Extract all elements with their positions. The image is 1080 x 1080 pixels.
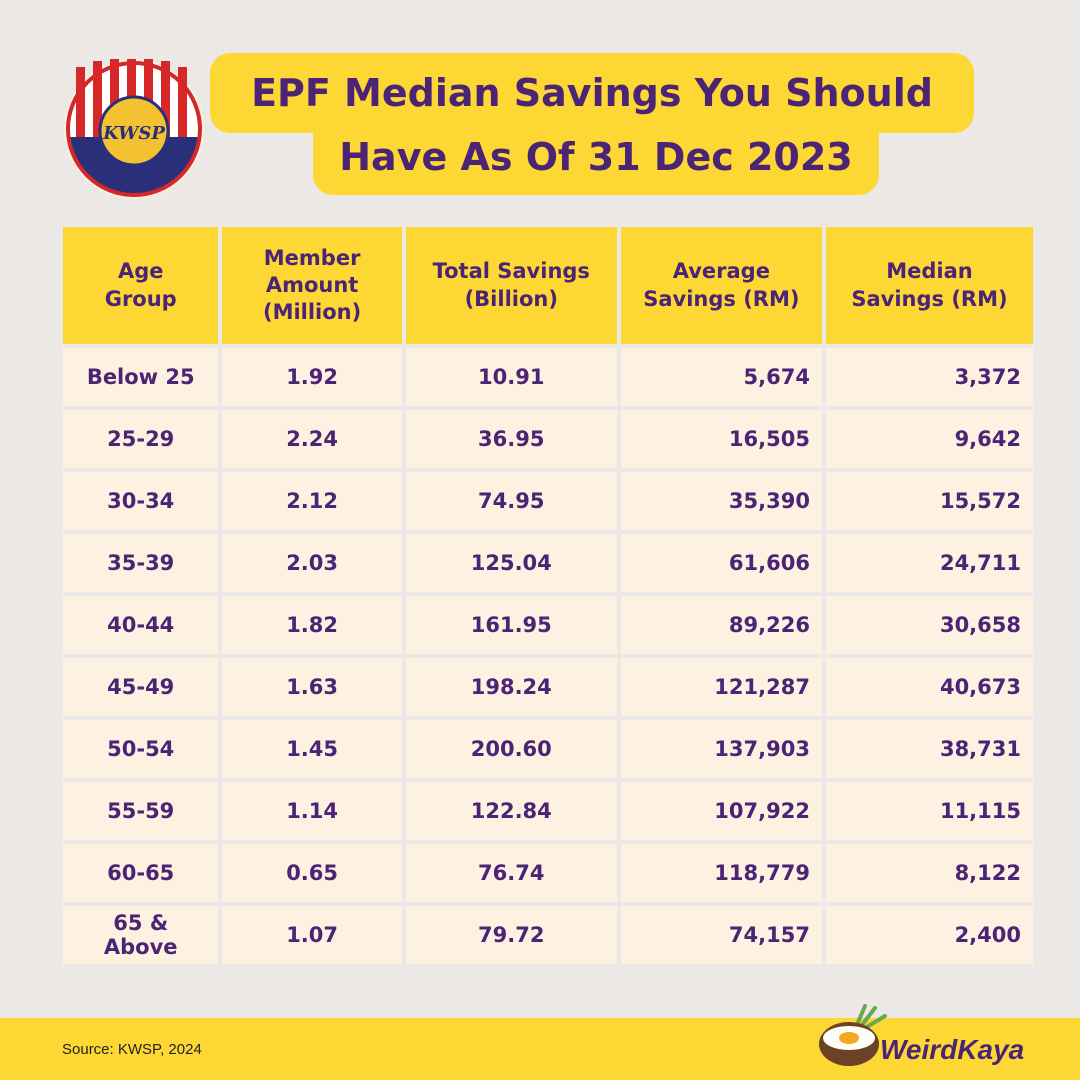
column-header-line: Group <box>104 286 177 311</box>
table-cell: 200.60 <box>405 720 617 778</box>
column-header-line: Savings (RM) <box>643 286 800 311</box>
page-title-line1: EPF Median Savings You Should <box>251 71 933 115</box>
table-cell: 79.72 <box>405 906 617 964</box>
column-header: Age Group <box>63 227 219 344</box>
table-cell: 89,226 <box>620 596 822 654</box>
table-cell: 1.82 <box>222 596 402 654</box>
column-header: Member Amount (Million) <box>222 227 402 344</box>
table-cell: 25-29 <box>63 410 219 468</box>
table-row: 55-59 1.14 122.84 107,922 11,115 <box>63 782 1033 840</box>
table-cell: 40,673 <box>825 658 1033 716</box>
table-cell: 1.14 <box>222 782 402 840</box>
column-header: Total Savings (Billion) <box>405 227 617 344</box>
column-header-line: (Billion) <box>464 286 558 311</box>
page-title-line2: Have As Of 31 Dec 2023 <box>339 134 853 179</box>
table-cell: 122.84 <box>405 782 617 840</box>
table-cell: 1.63 <box>222 658 402 716</box>
table-cell: 30-34 <box>63 472 219 530</box>
table-cell: 35,390 <box>620 472 822 530</box>
table-header-row: Age Group Member Amount (Million) Total Savin… <box>63 227 1033 344</box>
column-header-line: Median <box>886 259 973 284</box>
table-cell: 11,115 <box>825 782 1033 840</box>
table-cell: 60-65 <box>63 844 219 902</box>
table-cell: 137,903 <box>620 720 822 778</box>
table-row: 25-29 2.24 36.95 16,505 9,642 <box>63 410 1033 468</box>
table-cell: 35-39 <box>63 534 219 592</box>
table-cell: 10.91 <box>405 348 617 406</box>
table-row: 35-39 2.03 125.04 61,606 24,711 <box>63 534 1033 592</box>
table-cell: 2,400 <box>825 906 1033 964</box>
table-cell: 125.04 <box>405 534 617 592</box>
table-cell: 74,157 <box>620 906 822 964</box>
table-cell: 38,731 <box>825 720 1033 778</box>
table-row: 65 & Above 1.07 79.72 74,157 2,400 <box>63 906 1033 964</box>
column-header-line: Member <box>263 245 361 270</box>
table-body: Below 25 1.92 10.91 5,674 3,372 25-29 2.24 36.9… <box>63 348 1033 964</box>
logo-text: KWSP <box>102 123 165 144</box>
table-cell: 30,658 <box>825 596 1033 654</box>
table-cell: 55-59 <box>63 782 219 840</box>
source-note: Source: KWSP, 2024 <box>62 1041 202 1058</box>
table-cell: Below 25 <box>63 348 219 406</box>
table-cell: 1.45 <box>222 720 402 778</box>
table-cell: 2.12 <box>222 472 402 530</box>
table-cell: 45-49 <box>63 658 219 716</box>
table-cell: 65 & Above <box>63 906 219 964</box>
brand-logo: WeirdKaya <box>880 1034 1025 1065</box>
kwsp-logo: KWSP <box>64 59 204 199</box>
column-header: Median Savings (RM) <box>825 227 1033 344</box>
table-cell: 15,572 <box>825 472 1033 530</box>
table-cell: 107,922 <box>620 782 822 840</box>
table-cell: 40-44 <box>63 596 219 654</box>
table-cell: 1.07 <box>222 906 402 964</box>
table-cell: 50-54 <box>63 720 219 778</box>
table-cell: 0.65 <box>222 844 402 902</box>
table-cell: 3,372 <box>825 348 1033 406</box>
column-header-line: Age <box>117 259 164 284</box>
column-header-line: Amount <box>265 272 359 297</box>
column-header-line: Total Savings <box>432 259 590 284</box>
table-cell: 61,606 <box>620 534 822 592</box>
table-row: 30-34 2.12 74.95 35,390 15,572 <box>63 472 1033 530</box>
table-cell: 198.24 <box>405 658 617 716</box>
table-cell: 5,674 <box>620 348 822 406</box>
coconut-icon <box>819 1004 887 1066</box>
table-cell: 36.95 <box>405 410 617 468</box>
table-cell: 121,287 <box>620 658 822 716</box>
table-cell: 2.24 <box>222 410 402 468</box>
column-header: Average Savings (RM) <box>620 227 822 344</box>
table-cell: 24,711 <box>825 534 1033 592</box>
table-cell: 8,122 <box>825 844 1033 902</box>
column-header-line: Average <box>672 259 770 284</box>
column-header-line: (Million) <box>262 300 362 325</box>
table-cell: 161.95 <box>405 596 617 654</box>
title-banner-line2: Have As Of 31 Dec 2023 <box>313 118 879 195</box>
table-cell: 9,642 <box>825 410 1033 468</box>
table-cell: 2.03 <box>222 534 402 592</box>
table-cell: 76.74 <box>405 844 617 902</box>
table-row: 60-65 0.65 76.74 118,779 8,122 <box>63 844 1033 902</box>
column-header-line: Savings (RM) <box>851 286 1008 311</box>
footer-bar <box>0 1018 1080 1080</box>
table-row: 50-54 1.45 200.60 137,903 38,731 <box>63 720 1033 778</box>
table-cell: 16,505 <box>620 410 822 468</box>
table-row: Below 25 1.92 10.91 5,674 3,372 <box>63 348 1033 406</box>
table-cell: 118,779 <box>620 844 822 902</box>
table-cell: 74.95 <box>405 472 617 530</box>
savings-table: Age Group Member Amount (Million) Total Savin… <box>59 223 1037 968</box>
table-row: 45-49 1.63 198.24 121,287 40,673 <box>63 658 1033 716</box>
table-row: 40-44 1.82 161.95 89,226 30,658 <box>63 596 1033 654</box>
table-cell: 1.92 <box>222 348 402 406</box>
